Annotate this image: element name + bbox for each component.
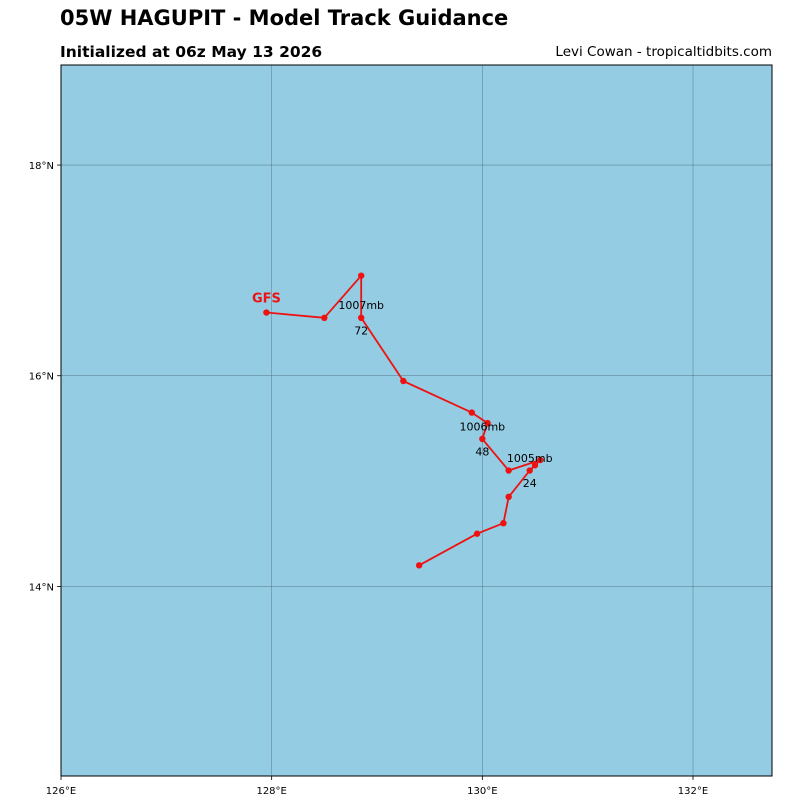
track-point <box>415 562 423 569</box>
page-title: 05W HAGUPIT - Model Track Guidance <box>60 6 509 30</box>
track-point <box>505 493 512 501</box>
ocean-background <box>61 65 772 776</box>
track-point <box>358 314 365 321</box>
track-annotation: 1006mb <box>459 420 505 433</box>
track-line <box>266 274 542 567</box>
track-point <box>505 467 512 474</box>
track-point <box>321 314 328 321</box>
lon-tick-label: 130°E <box>467 786 497 797</box>
track-point <box>400 377 407 385</box>
track-point <box>479 435 486 443</box>
track-point <box>468 409 475 416</box>
axis-tick-labels: 126°E 128°E 130°E 132°E 14°N 16°N 18°N <box>29 161 708 797</box>
track-point <box>500 520 507 527</box>
lat-tick-label: 18°N <box>29 161 54 172</box>
lon-tick-label: 132°E <box>678 786 708 797</box>
credit-text: Levi Cowan - tropicaltidbits.com <box>555 44 772 60</box>
init-time-subtitle: Initialized at 06z May 13 2026 <box>60 43 323 61</box>
track-point <box>263 309 270 316</box>
track-annotation: 24 <box>523 477 537 490</box>
model-tracks: GFS <box>252 272 544 569</box>
track-point <box>531 462 539 469</box>
track-annotation: 1005mb <box>507 452 553 465</box>
track-point <box>473 530 481 537</box>
track-point <box>358 272 365 279</box>
track-gfs: GFS <box>252 272 544 569</box>
track-point <box>526 467 533 474</box>
lat-tick-label: 14°N <box>29 582 54 593</box>
lon-tick-label: 126°E <box>46 786 76 797</box>
track-point <box>537 456 544 464</box>
track-annotation: 72 <box>354 324 368 337</box>
track-annotations: 1005mb 24 1006mb 48 1007mb 72 <box>338 299 552 490</box>
lat-tick-label: 16°N <box>29 372 54 383</box>
lon-tick-label: 128°E <box>256 786 286 797</box>
track-point <box>484 419 491 427</box>
track-annotation: 1007mb <box>338 299 384 312</box>
map-frame <box>60 64 773 777</box>
model-label: GFS <box>252 292 281 307</box>
track-annotation: 48 <box>475 446 489 459</box>
